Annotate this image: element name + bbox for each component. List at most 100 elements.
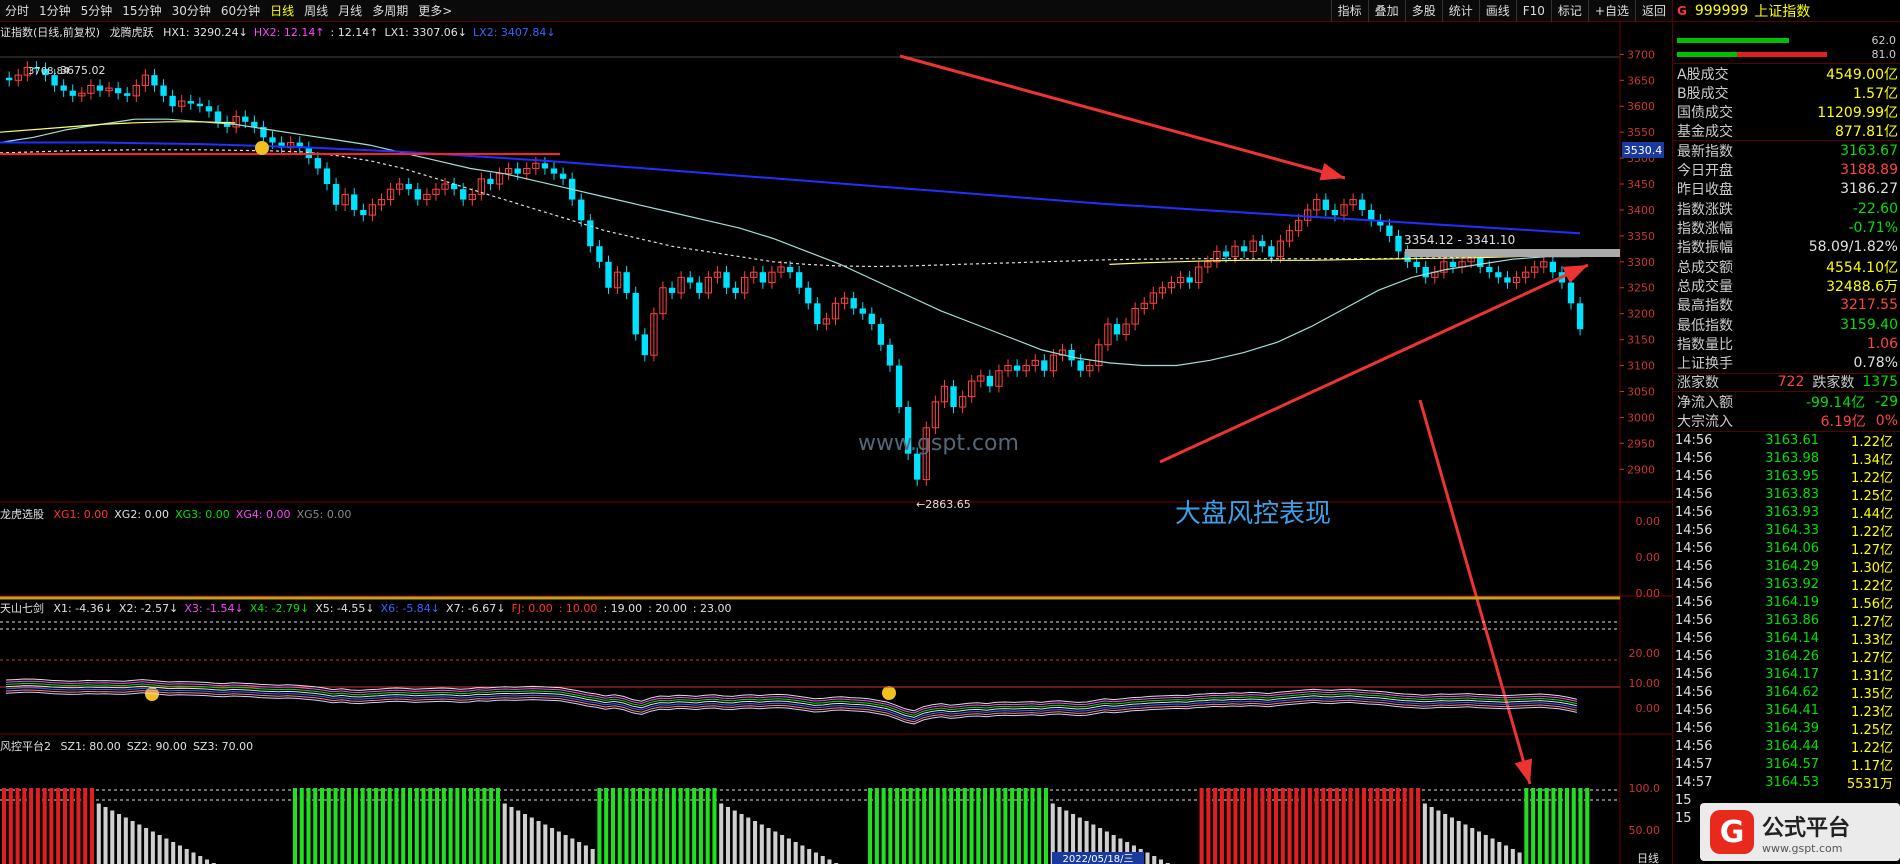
risk-bar (583, 845, 588, 864)
period-tab-6[interactable]: 日线 (270, 3, 295, 18)
risk-bar (1064, 810, 1069, 864)
kline-chart-area[interactable]: 3700 3650 3600 3550 3500 3450 3400 3350 3300 3250… (0, 22, 1672, 864)
risk-bar (1084, 821, 1089, 864)
main-axis-label: 3700 (1627, 48, 1655, 61)
risk-bar (1301, 788, 1306, 864)
quote-label: 最新指数 (1677, 143, 1733, 160)
watermark-text: www.gspt.com (858, 431, 1019, 456)
ratio-bar-red (1737, 52, 1827, 57)
candle-body (1013, 365, 1021, 371)
flow-extra: -29 (1875, 393, 1898, 410)
candle-body (768, 271, 776, 284)
risk-bar (705, 788, 710, 864)
risk-bar (448, 788, 453, 864)
risk-bar (1504, 845, 1509, 864)
candle-body (1294, 219, 1303, 232)
period-tab-5[interactable]: 60分钟 (220, 3, 261, 18)
quote-rows: A股成交 4549.00亿 B股成交 1.57亿 国债成交 11209.99亿 基金成交 87… (1673, 64, 1900, 373)
candle-body (169, 95, 176, 107)
quote-row-11: 总成交量 32488.6万 (1673, 276, 1900, 295)
risk-bar (1490, 838, 1495, 864)
candle-body (386, 188, 395, 201)
tool-button-8[interactable]: 返回 (1634, 0, 1672, 22)
tick-volume: 1.31亿 (1851, 669, 1893, 685)
quote-label: 指数量比 (1677, 336, 1733, 353)
quote-value: 3159.40 (1840, 316, 1898, 333)
candle-body (605, 261, 612, 288)
panel2-legend-item-0: XG1: 0.00 (53, 508, 109, 521)
tool-button-7[interactable]: +自选 (1587, 0, 1635, 22)
period-tab-8[interactable]: 月线 (338, 3, 363, 18)
period-tab-7[interactable]: 周线 (304, 3, 329, 18)
tool-button-5[interactable]: F10 (1515, 0, 1551, 22)
risk-bar (692, 788, 697, 864)
candle-body (650, 313, 658, 356)
candle-body (1395, 235, 1402, 252)
panel3-legend-item-3: X4: -2.79↓ (249, 602, 310, 615)
risk-bar (1226, 788, 1231, 864)
tick-row-7: 14:56 3164.29 1.30亿 (1673, 558, 1900, 576)
tick-volume: 1.23亿 (1851, 705, 1893, 721)
tick-list[interactable]: 14:56 3163.61 1.22亿 14:56 3163.98 1.34亿 14:56 3… (1673, 430, 1900, 828)
risk-bar (685, 788, 690, 864)
candle-body (805, 287, 812, 304)
tick-row-16: 14:56 3164.39 1.25亿 (1673, 720, 1900, 738)
tool-button-1[interactable]: 叠加 (1367, 0, 1405, 22)
tick-time: 14:56 (1675, 433, 1713, 449)
tick-price: 3164.29 (1765, 559, 1819, 575)
candle-body (732, 287, 739, 293)
candle-body (1122, 323, 1130, 335)
risk-bar (665, 788, 670, 864)
tick-volume: 1.27亿 (1851, 543, 1893, 559)
candle-body (332, 184, 340, 205)
candle-body (1104, 323, 1112, 346)
risk-bar (387, 788, 392, 864)
risk-bar (1368, 788, 1373, 864)
quote-label: A股成交 (1677, 66, 1729, 83)
flow-label: 净流入额 (1677, 394, 1733, 411)
candle-body (205, 106, 213, 112)
flow-value: -99.14亿 (1805, 394, 1866, 411)
period-tab-4[interactable]: 30分钟 (171, 3, 211, 18)
risk-bar (22, 788, 27, 864)
main-indicator-name[interactable]: 龙腾虎跃 (109, 26, 154, 39)
risk-bar (462, 788, 467, 864)
risk-bar (1010, 788, 1015, 864)
tick-row-20: 15 (1673, 792, 1900, 810)
candle-body (278, 142, 285, 148)
period-tab-9[interactable]: 多周期 (372, 3, 409, 18)
panel3-name[interactable]: 天山七剑 (0, 602, 44, 615)
risk-bar (15, 788, 20, 864)
risk-bar (326, 788, 331, 864)
tool-button-3[interactable]: 统计 (1441, 0, 1479, 22)
tool-button-0[interactable]: 指标 (1330, 0, 1368, 22)
candle-body (468, 193, 476, 201)
panel2-name[interactable]: 龙虎选股 (0, 508, 44, 521)
risk-bar (1443, 814, 1448, 864)
tool-button-6[interactable]: 标记 (1550, 0, 1588, 22)
period-tab-0[interactable]: 分时 (5, 3, 30, 18)
tick-price: 3164.14 (1765, 631, 1819, 647)
quote-row-15: 上证换手 0.78% (1673, 353, 1900, 372)
panel4-name[interactable]: 风控平台2 (0, 740, 51, 753)
candle-body (977, 375, 985, 382)
bottom-period-label: 日线 (1637, 851, 1659, 864)
risk-bar (644, 788, 649, 864)
period-tab-10[interactable]: 更多> (418, 3, 453, 18)
tick-price: 3164.33 (1765, 523, 1819, 539)
period-tab-1[interactable]: 1分钟 (39, 3, 71, 18)
risk-bar (83, 788, 88, 864)
ratio-bar-green2 (1677, 52, 1737, 57)
risk-bar (1328, 788, 1333, 864)
tool-button-2[interactable]: 多股 (1404, 0, 1442, 22)
quote-value: 3163.67 (1840, 142, 1898, 159)
tool-button-4[interactable]: 画线 (1478, 0, 1516, 22)
tick-price: 3164.44 (1765, 739, 1819, 755)
quote-row-8: 指数涨幅 -0.71% (1673, 218, 1900, 237)
period-tab-2[interactable]: 5分钟 (80, 3, 113, 18)
candle-body (504, 167, 513, 175)
period-tab-3[interactable]: 15分钟 (122, 3, 162, 18)
candle-body (487, 178, 494, 185)
candle-body (850, 298, 857, 309)
kline-svg[interactable]: 3700365036003550350034503400335033003250… (0, 22, 1672, 864)
